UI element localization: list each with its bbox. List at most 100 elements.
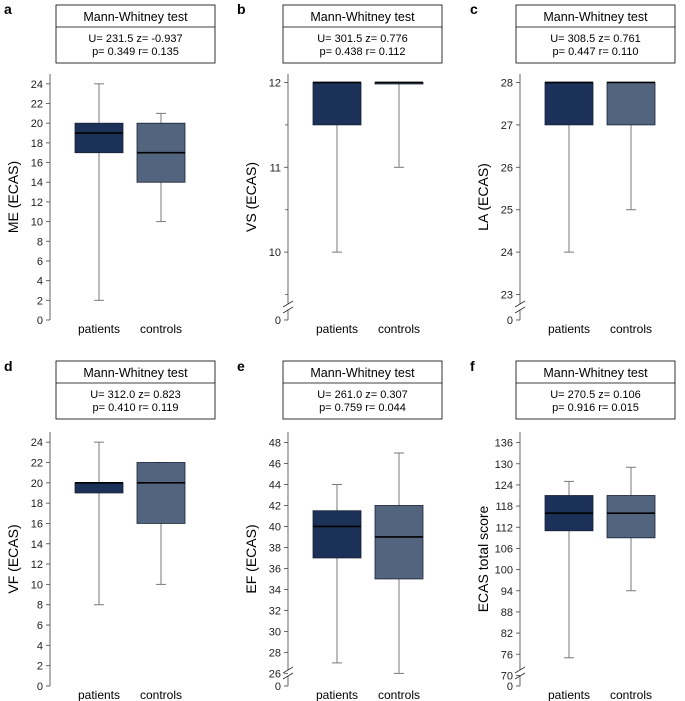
y-axis-label: VS (ECAS) (243, 162, 259, 232)
x-category-label: controls (378, 322, 420, 336)
y-tick-label: 76 (501, 649, 513, 661)
axis-break-mark (282, 300, 294, 308)
box-controls: controls (606, 466, 656, 701)
y-tick-label: 18 (31, 138, 43, 150)
y-tick-label: 2 (37, 661, 43, 673)
panel-letter: c (470, 1, 478, 17)
box-patients: patients (312, 81, 362, 336)
box-controls: controls (374, 452, 424, 701)
stats-box (282, 4, 443, 64)
y-tick-label: 38 (269, 542, 281, 554)
y-tick-label: 124 (495, 480, 513, 492)
y-tick-label: 88 (501, 607, 513, 619)
stats-box (515, 360, 676, 420)
axis-break-mark (514, 672, 526, 680)
x-category-label: patients (548, 688, 590, 701)
iqr-box (136, 462, 186, 524)
x-category-label: controls (378, 688, 420, 701)
box-controls: controls (136, 461, 186, 701)
y-tick-label: 36 (269, 563, 281, 575)
y-tick-label: 18 (31, 498, 43, 510)
y-axis-label: LA (ECAS) (475, 163, 491, 231)
y-tick-label: 82 (501, 628, 513, 640)
iqr-box (312, 82, 362, 126)
y-tick-label: 10 (31, 579, 43, 591)
y-tick-label: 0 (275, 681, 281, 693)
box-patients: patients (74, 441, 124, 701)
y-tick-label: 2 (37, 295, 43, 307)
y-tick-label: 24 (501, 247, 513, 259)
stats-line-2: p= 0.916 r= 0.015 (552, 402, 639, 414)
box-controls: controls (606, 81, 656, 336)
y-tick-label: 12 (269, 77, 281, 89)
y-tick-label: 12 (31, 559, 43, 571)
iqr-box (606, 82, 656, 126)
y-tick-label: 0 (275, 315, 281, 327)
y-tick-label: 8 (37, 600, 43, 612)
y-axis-label: ME (ECAS) (5, 161, 21, 233)
stats-line-1: U= 312.0 z= 0.823 (90, 389, 181, 401)
box-controls: controls (374, 81, 424, 336)
y-tick-label: 14 (31, 539, 43, 551)
stats-line-1: U= 308.5 z= 0.761 (550, 33, 641, 45)
y-tick-label: 16 (31, 518, 43, 530)
y-tick-label: 32 (269, 605, 281, 617)
y-tick-label: 14 (31, 177, 43, 189)
stats-line-1: U= 261.0 z= 0.307 (317, 389, 408, 401)
stats-box (515, 4, 676, 64)
y-tick-label: 94 (501, 586, 513, 598)
x-category-label: controls (140, 688, 182, 701)
x-category-label: patients (316, 322, 358, 336)
y-tick-label: 0 (507, 315, 513, 327)
y-tick-label: 44 (269, 479, 281, 491)
y-tick-label: 30 (269, 626, 281, 638)
stats-title: Mann-Whitney test (310, 366, 415, 380)
iqr-box (74, 122, 124, 154)
y-tick-label: 0 (37, 681, 43, 693)
x-category-label: patients (548, 322, 590, 336)
axis-break-mark (514, 306, 526, 314)
stats-box (55, 360, 216, 420)
iqr-box (74, 482, 124, 494)
panel-letter: e (237, 358, 245, 374)
box-patients: patients (312, 483, 362, 701)
stats-line-2: p= 0.410 r= 0.119 (92, 402, 178, 414)
x-category-label: patients (78, 322, 120, 336)
y-tick-label: 0 (37, 315, 43, 327)
y-axis-label: ECAS total score (475, 505, 491, 612)
y-tick-label: 48 (269, 437, 281, 449)
stats-title: Mann-Whitney test (310, 10, 415, 24)
x-category-label: patients (316, 688, 358, 701)
panel-letter: b (237, 1, 246, 17)
y-axis-label: EF (ECAS) (243, 524, 259, 593)
box-controls: controls (136, 112, 186, 336)
stats-title: Mann-Whitney test (83, 10, 188, 24)
x-category-label: controls (140, 322, 182, 336)
y-tick-label: 27 (501, 120, 513, 132)
box-patients: patients (74, 83, 124, 336)
iqr-box (606, 495, 656, 539)
y-tick-label: 26 (501, 162, 513, 174)
stats-line-2: p= 0.447 r= 0.110 (552, 46, 638, 58)
y-tick-label: 8 (37, 236, 43, 248)
y-tick-label: 10 (269, 247, 281, 259)
axis-break-mark (282, 672, 294, 680)
y-tick-label: 70 (501, 670, 513, 682)
y-tick-label: 100 (495, 565, 513, 577)
stats-title: Mann-Whitney test (83, 366, 188, 380)
stats-title: Mann-Whitney test (543, 10, 648, 24)
axis-break-mark (282, 666, 294, 674)
x-category-label: controls (610, 322, 652, 336)
panel-letter: f (470, 358, 475, 374)
y-tick-label: 46 (269, 458, 281, 470)
y-tick-label: 23 (501, 290, 513, 302)
x-category-label: patients (78, 688, 120, 701)
stats-line-1: U= 270.5 z= 0.106 (550, 389, 641, 401)
y-tick-label: 6 (37, 256, 43, 268)
y-tick-label: 42 (269, 500, 281, 512)
y-tick-label: 12 (31, 197, 43, 209)
panel-letter: d (4, 358, 13, 374)
iqr-box (312, 510, 362, 559)
stats-box (282, 360, 443, 420)
